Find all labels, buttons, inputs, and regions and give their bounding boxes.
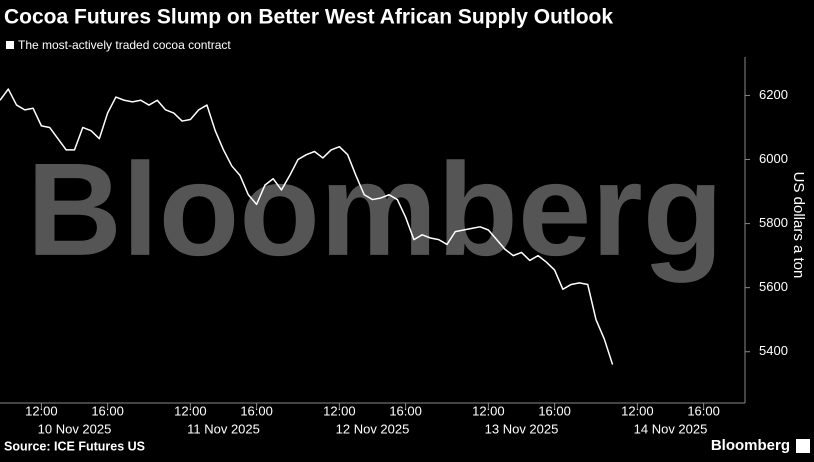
chart-title: Cocoa Futures Slump on Better West Afric… xyxy=(4,6,613,29)
date-label: 13 Nov 2025 xyxy=(485,421,559,436)
x-tick-label: 12:00 xyxy=(25,403,58,418)
date-label: 10 Nov 2025 xyxy=(38,421,112,436)
y-tick-label: 5800 xyxy=(759,215,788,230)
date-label: 12 Nov 2025 xyxy=(336,421,410,436)
legend-swatch xyxy=(6,41,14,49)
line xyxy=(0,88,614,365)
y-axis-label: US dollars a ton xyxy=(790,172,807,279)
legend-label: The most-actively traded cocoa contract xyxy=(18,38,231,52)
source: Source: ICE Futures US xyxy=(4,439,145,453)
date-label: 14 Nov 2025 xyxy=(634,421,708,436)
date-label: 11 Nov 2025 xyxy=(187,421,260,436)
x-tick-label: 16:00 xyxy=(538,403,571,418)
x-tick-label: 12:00 xyxy=(174,403,207,418)
brand-icon xyxy=(796,439,810,453)
y-tick-label: 5400 xyxy=(759,343,788,358)
x-tick-label: 16:00 xyxy=(240,403,273,418)
x-tick-label: 16:00 xyxy=(91,403,124,418)
y-tick-label: 6200 xyxy=(759,87,788,102)
x-tick-label: 12:00 xyxy=(472,403,505,418)
x-tick-label: 16:00 xyxy=(389,403,422,418)
x-tick-label: 12:00 xyxy=(621,403,654,418)
brand: Bloomberg xyxy=(711,437,790,454)
watermark: Bloomberg xyxy=(27,136,724,283)
x-tick-label: 12:00 xyxy=(323,403,356,418)
y-tick-label: 6000 xyxy=(759,151,788,166)
x-tick-label: 16:00 xyxy=(687,403,720,418)
y-tick-label: 5600 xyxy=(759,279,788,294)
